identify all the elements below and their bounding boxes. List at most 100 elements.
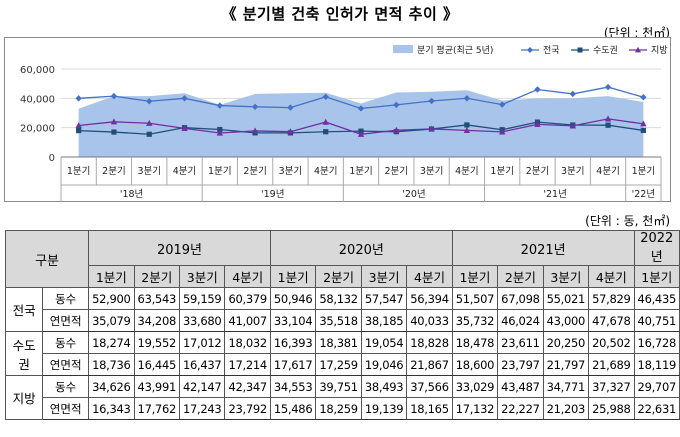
- table-header-quarter: 2분기: [133, 265, 181, 288]
- data-point: [111, 129, 117, 135]
- year-label: '22년: [632, 189, 655, 200]
- data-point: [534, 121, 541, 128]
- table-cell: 19,139: [360, 397, 408, 420]
- x-tick-label: 3분기: [279, 166, 303, 177]
- data-point: [393, 101, 400, 109]
- table-cell: 46,435: [633, 287, 680, 310]
- table-cell: 40,751: [633, 309, 680, 332]
- legend-label: 분기 평균(최근 5년): [417, 45, 493, 56]
- table-cell: 35,079: [88, 309, 135, 332]
- table-cell: 43,991: [133, 375, 181, 398]
- table-cell: 18,032: [224, 331, 271, 354]
- table-cell: 57,547: [360, 287, 408, 310]
- table-cell: 39,751: [315, 375, 362, 398]
- data-point: [287, 128, 294, 135]
- table-cell: 41,007: [224, 309, 271, 332]
- data-point: [75, 95, 82, 102]
- table-header-quarter: 3분기: [178, 265, 226, 288]
- x-tick-label: 2분기: [526, 166, 550, 177]
- year-label: '20년: [402, 189, 425, 200]
- table-cell: 15,486: [269, 397, 317, 420]
- table-cell: 18,165: [406, 397, 453, 420]
- table-cell: 21,689: [588, 353, 635, 376]
- table-cell: 34,771: [542, 375, 590, 398]
- table-cell: 52,900: [88, 287, 135, 310]
- x-tick-label: 4분기: [173, 166, 197, 177]
- data-point: [146, 131, 152, 137]
- table-cell: 60,379: [224, 287, 271, 310]
- table-group-label: 전국: [4, 287, 44, 332]
- data-point: [75, 122, 82, 129]
- table-header-year: 2019년: [88, 230, 271, 266]
- data-point: [428, 125, 435, 132]
- legend-label: 지방: [651, 45, 668, 56]
- table-header-quarter: 3분기: [542, 265, 590, 288]
- data-point: [498, 101, 506, 108]
- table-cell: 34,208: [133, 309, 181, 332]
- legend-label: 전국: [543, 45, 560, 56]
- table-cell: 17,132: [451, 397, 499, 420]
- table-cell: 23,792: [224, 397, 271, 420]
- table-cell: 18,736: [88, 353, 135, 376]
- legend-swatch: [393, 45, 413, 53]
- data-point: [393, 126, 400, 133]
- table-cell: 20,250: [542, 331, 590, 354]
- year-label: '21년: [543, 189, 566, 200]
- data-point: [534, 86, 541, 93]
- table-cell: 47,678: [588, 309, 635, 332]
- year-label: '18년: [120, 189, 143, 200]
- table-cell: 51,507: [451, 287, 499, 310]
- table-group-label: 지방: [4, 375, 44, 420]
- table-cell: 21,797: [542, 353, 590, 376]
- table-cell: 34,626: [88, 375, 135, 398]
- table-cell: 16,343: [88, 397, 135, 420]
- table-cell: 19,552: [133, 331, 181, 354]
- data-point: [76, 128, 82, 134]
- x-tick-label: 4분기: [455, 166, 479, 177]
- data-point: [322, 93, 329, 101]
- x-tick-label: 1분기: [208, 166, 232, 177]
- data-point: [640, 127, 646, 134]
- table-cell: 50,946: [269, 287, 317, 310]
- table-cell: 19,046: [360, 353, 408, 376]
- table-row-label: 연면적: [42, 397, 90, 420]
- table-cell: 35,732: [451, 309, 499, 332]
- table-cell: 20,502: [588, 331, 635, 354]
- table-header-quarter: 3분기: [360, 265, 408, 288]
- data-point: [217, 126, 223, 133]
- table-cell: 37,566: [406, 375, 453, 398]
- x-tick-label: 1분기: [67, 166, 91, 177]
- data-point: [605, 122, 611, 128]
- x-tick-label: 1분기: [632, 166, 656, 177]
- table-cell: 63,543: [133, 287, 181, 310]
- table-cell: 17,259: [315, 353, 362, 376]
- table-cell: 16,445: [133, 353, 181, 376]
- table-unit-label: (단위 : 동, 천㎡): [585, 214, 670, 228]
- table-cell: 17,012: [178, 331, 226, 354]
- year-label: '19년: [261, 189, 284, 200]
- table-row-label: 동수: [42, 375, 90, 398]
- table-row-label: 동수: [42, 331, 90, 354]
- table-cell: 22,227: [497, 397, 544, 420]
- table-cell: 17,214: [224, 353, 271, 376]
- x-tick-label: 3분기: [137, 166, 161, 177]
- data-point: [146, 119, 153, 126]
- table-cell: 17,617: [269, 353, 317, 376]
- table-group-label: 수도권: [4, 331, 44, 376]
- table-cell: 34,553: [269, 375, 317, 398]
- legend-label: 수도권: [593, 44, 618, 56]
- x-tick-label: 3분기: [561, 166, 585, 177]
- table-cell: 57,829: [588, 287, 635, 310]
- table-cell: 16,728: [633, 331, 680, 354]
- chart-panel: 60,000 40,000 20,000 0 1분기 2분기 3분기 4분기 1분기 2분기 3분기…: [4, 37, 671, 202]
- table-row-label: 연면적: [42, 309, 90, 332]
- table-cell: 40,033: [406, 309, 453, 332]
- table-header-quarter: 4분기: [406, 265, 453, 288]
- x-tick-label: 1분기: [490, 166, 514, 177]
- table-row: 연면적 35,079 34,208 33,680 41,007 33,104 35,518 3…: [6, 309, 680, 332]
- data-point: [640, 94, 647, 101]
- table-header-group: 구분: [4, 230, 90, 288]
- table-cell: 42,147: [178, 375, 226, 398]
- table-cell: 19,054: [360, 331, 408, 354]
- table-cell: 38,493: [360, 375, 408, 398]
